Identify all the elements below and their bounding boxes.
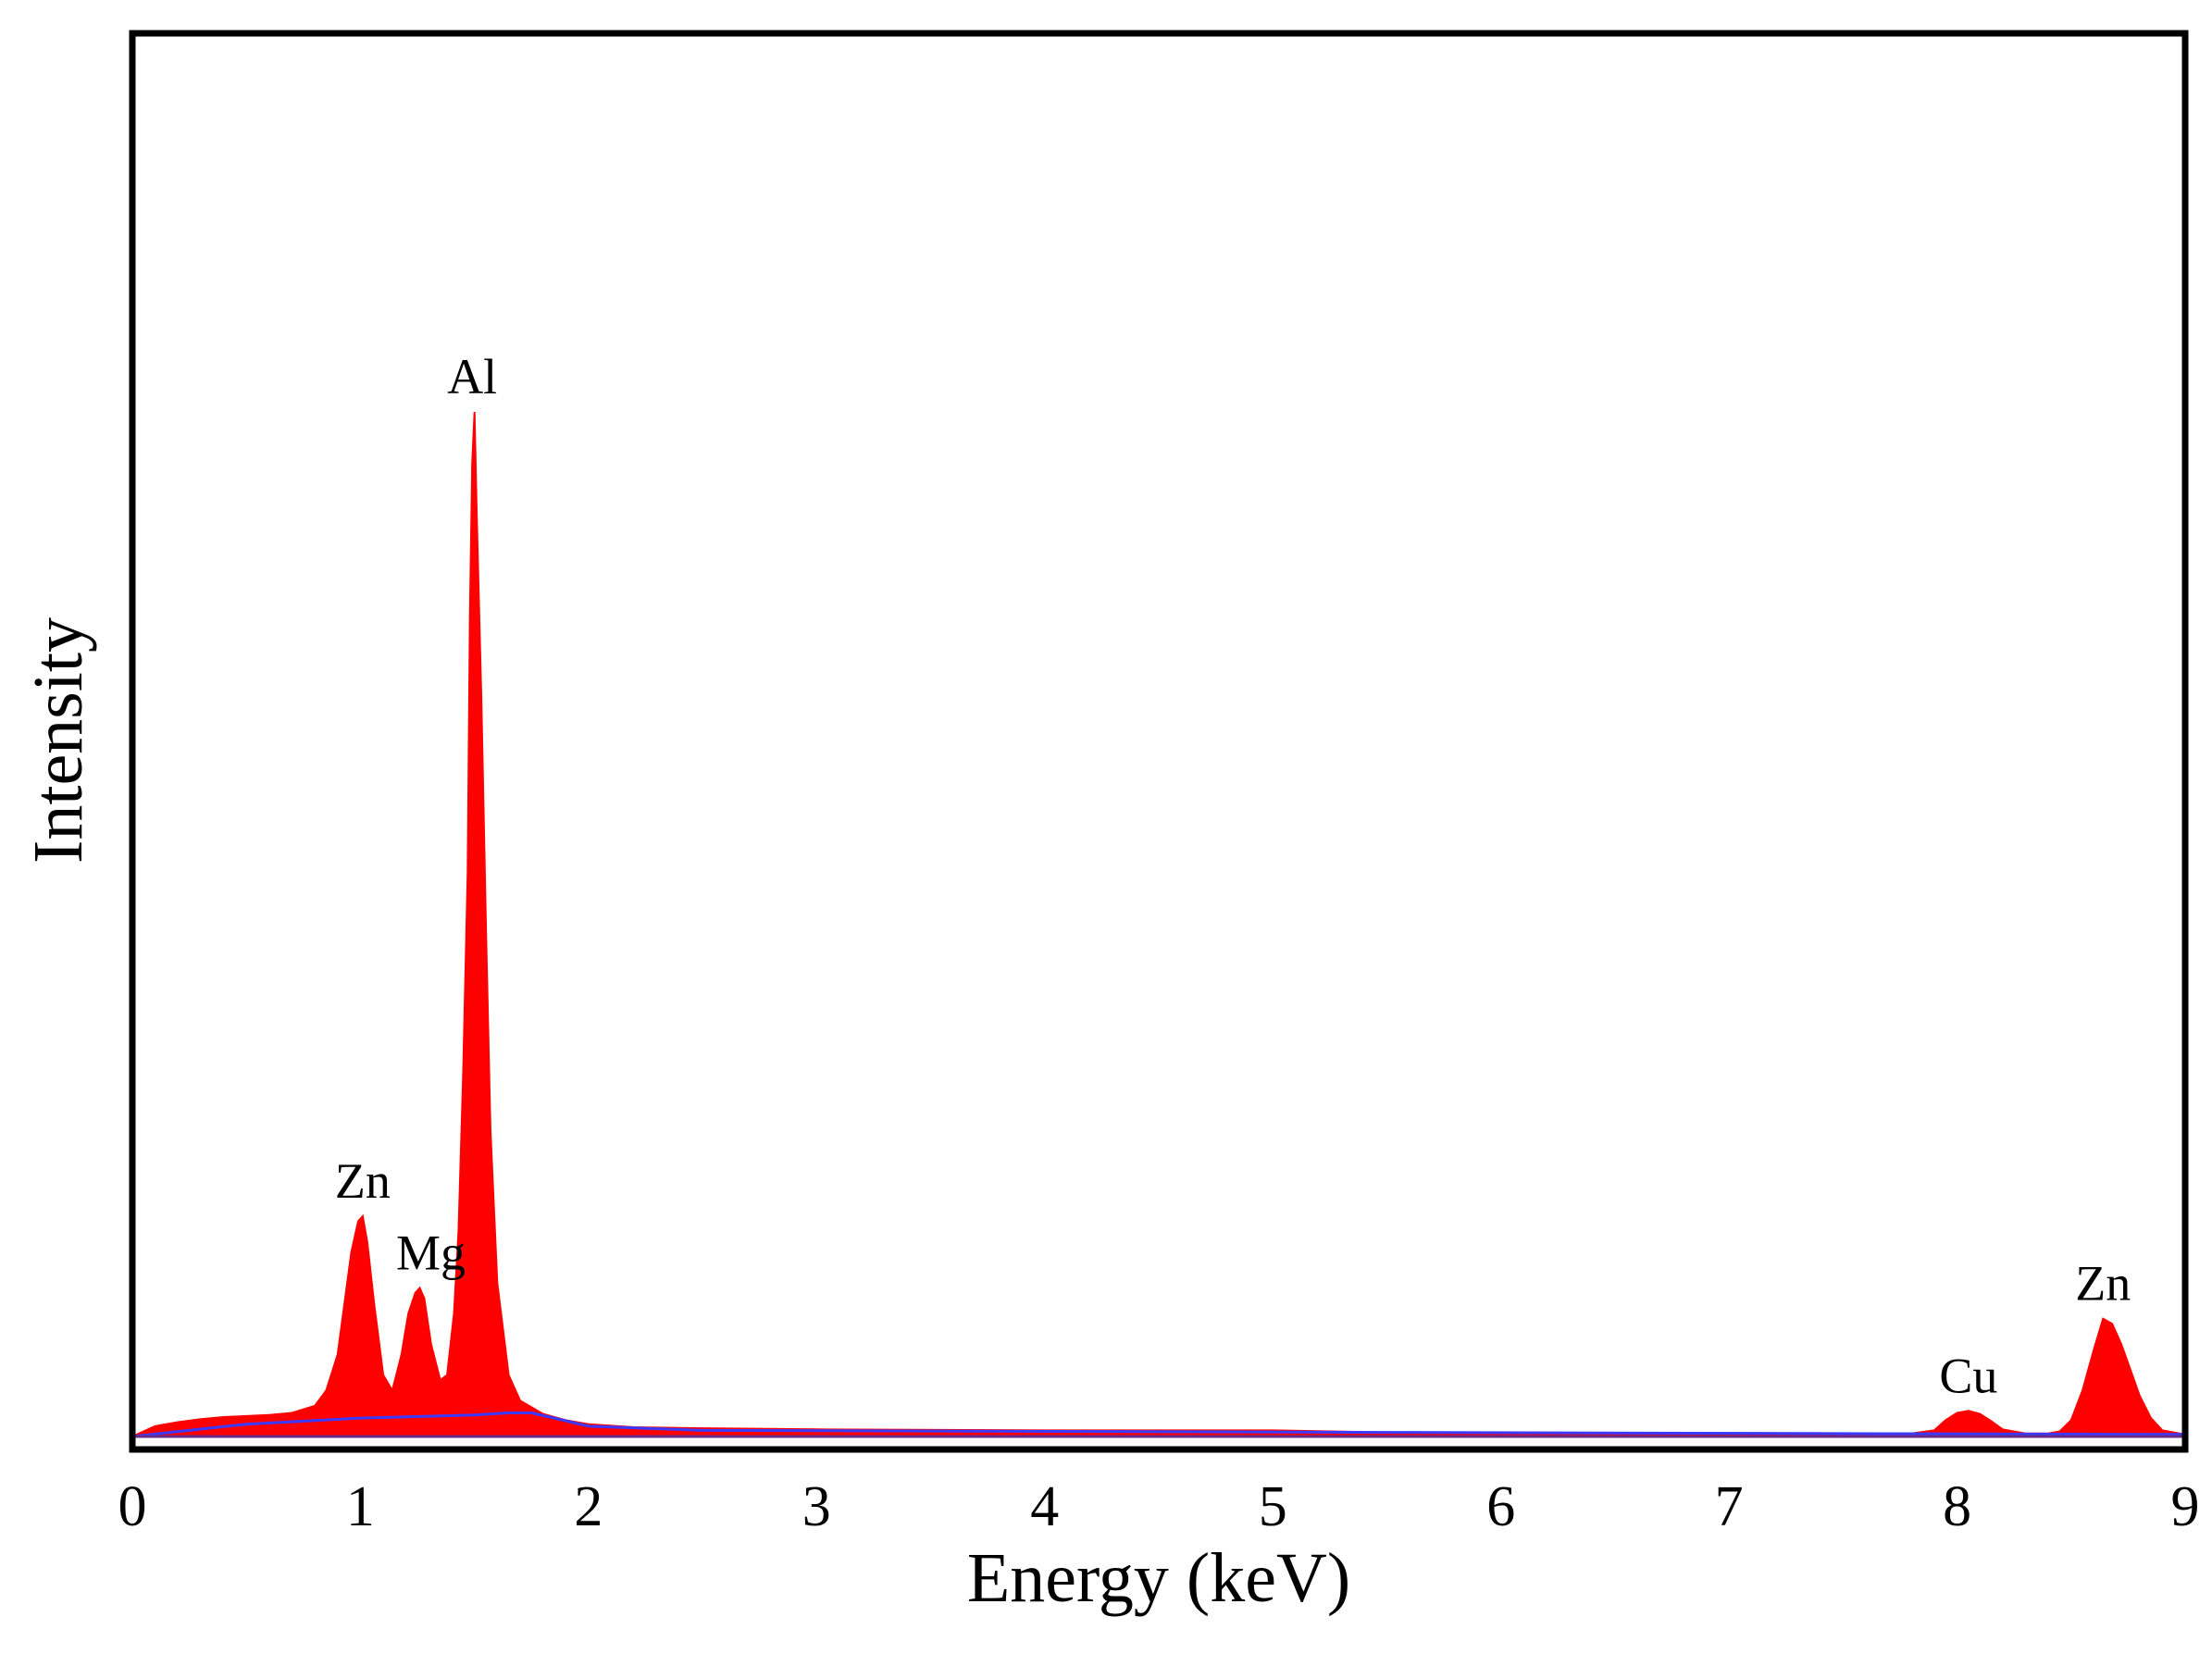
spectrum-layer — [131, 411, 2186, 1438]
x-tick-label: 2 — [574, 1475, 603, 1538]
plot-frame — [129, 30, 2189, 1453]
x-tick-label: 0 — [118, 1475, 147, 1538]
peak-label-zn: Zn — [2075, 1256, 2131, 1312]
peak-label-zn: Zn — [335, 1153, 391, 1209]
x-tick-label: 9 — [2171, 1475, 2200, 1538]
x-tick-label: 6 — [1486, 1475, 1515, 1538]
background-line — [131, 1411, 2186, 1438]
x-tick-label: 4 — [1030, 1475, 1059, 1538]
spectrum-area — [131, 411, 2186, 1437]
x-tick-label: 8 — [1943, 1475, 1971, 1538]
peak-label-cu: Cu — [1939, 1348, 1997, 1403]
x-axis-title: Energy (keV) — [967, 1539, 1350, 1617]
peak-label-al: Al — [447, 349, 497, 404]
x-tick-label: 7 — [1715, 1475, 1744, 1538]
y-axis-title: Intensity — [19, 617, 97, 864]
peak-label-mg: Mg — [396, 1225, 466, 1281]
x-tick-label: 3 — [802, 1475, 831, 1538]
x-tick-label: 1 — [346, 1475, 375, 1538]
x-tick-label: 5 — [1259, 1475, 1287, 1538]
x-axis-ticks: 0 1 2 3 4 5 6 7 8 9 — [118, 1475, 2200, 1538]
